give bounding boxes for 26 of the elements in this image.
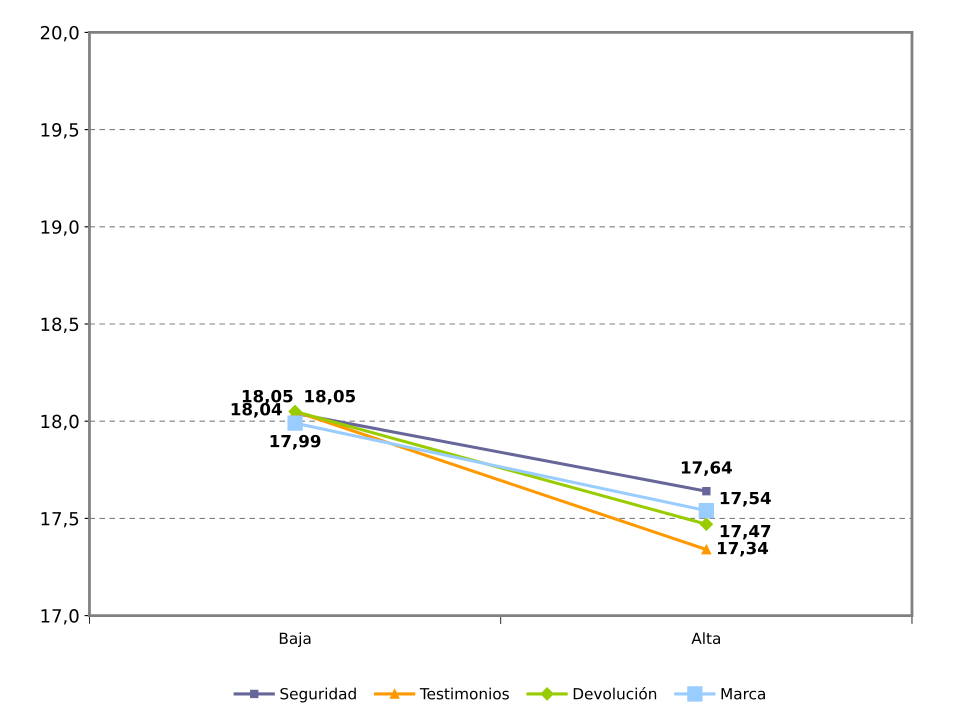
y-tick-label: 17,5 [42, 512, 78, 528]
data-label: 17,64 [682, 461, 732, 476]
data-label: 18,05 [242, 390, 293, 405]
data-label: 18,04 [232, 402, 282, 418]
legend-label: Marca [722, 688, 765, 700]
data-label: 17,47 [720, 525, 770, 540]
x-tick-label: Alta [691, 632, 720, 644]
x-tick-label: Baja [280, 632, 310, 648]
data-label: 17,34 [718, 542, 768, 556]
data-label: 17,99 [270, 434, 320, 450]
point [701, 544, 712, 554]
y-tick-label: 19,0 [42, 220, 79, 236]
y-tick-label: 19,5 [42, 123, 78, 139]
point [698, 502, 714, 518]
point [702, 487, 711, 496]
y-tick-label: 20,0 [40, 26, 79, 42]
point [287, 416, 303, 431]
y-tick-label: 18,0 [42, 414, 79, 430]
legend-label: Devolución [574, 687, 656, 700]
y-tick-label: 17,0 [42, 609, 79, 625]
y-tick-label: 18,5 [42, 317, 78, 333]
data-label: 18,05 [305, 390, 356, 405]
data-label: 17,54 [720, 492, 771, 506]
legend-label: Testimonios [420, 688, 509, 700]
point [700, 518, 713, 531]
legend-label: Seguridad [280, 688, 356, 702]
